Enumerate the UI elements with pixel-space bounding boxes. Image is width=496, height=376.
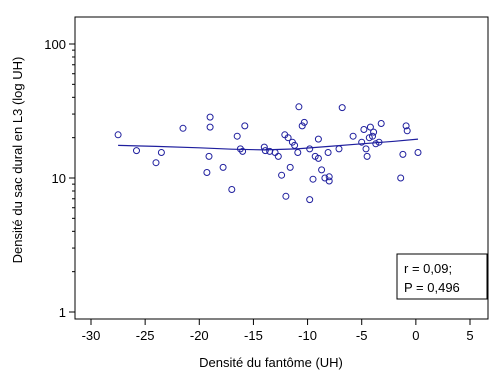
data-point bbox=[314, 135, 322, 143]
data-point bbox=[205, 152, 213, 160]
data-point bbox=[219, 163, 227, 171]
y-tick-label: 10 bbox=[52, 171, 66, 186]
data-point bbox=[306, 145, 314, 153]
data-point bbox=[399, 150, 407, 158]
data-point bbox=[203, 169, 211, 176]
x-tick-label: -25 bbox=[136, 328, 155, 343]
data-point bbox=[363, 152, 371, 160]
data-point bbox=[260, 143, 268, 151]
data-point bbox=[349, 132, 357, 140]
data-point bbox=[366, 123, 374, 131]
x-tick-label: -20 bbox=[190, 328, 209, 343]
data-point bbox=[403, 127, 411, 135]
data-point bbox=[274, 152, 282, 160]
y-axis-label: Densité du sac dural en L3 (log UH) bbox=[10, 57, 25, 264]
data-point bbox=[286, 163, 294, 171]
data-point bbox=[179, 124, 187, 132]
data-point bbox=[324, 149, 332, 156]
data-point bbox=[325, 173, 333, 181]
data-point bbox=[325, 177, 333, 185]
data-point bbox=[206, 123, 214, 131]
plot-frame bbox=[74, 16, 489, 320]
data-point bbox=[414, 149, 422, 156]
stats-box-border bbox=[396, 253, 488, 300]
data-point bbox=[291, 141, 299, 149]
data-point bbox=[314, 154, 322, 162]
data-point bbox=[241, 122, 249, 130]
data-point bbox=[300, 118, 308, 126]
data-point bbox=[152, 159, 160, 167]
data-point bbox=[370, 128, 378, 136]
x-tick-label: -5 bbox=[356, 328, 368, 343]
data-point bbox=[233, 132, 241, 140]
data-point bbox=[298, 122, 306, 130]
data-point bbox=[284, 134, 292, 142]
data-point bbox=[335, 145, 343, 153]
x-tick-label: -15 bbox=[244, 328, 263, 343]
data-point bbox=[306, 196, 314, 204]
data-point bbox=[362, 145, 370, 153]
stat-p-text: P = 0,496 bbox=[404, 280, 460, 295]
data-point bbox=[397, 174, 405, 182]
data-point bbox=[133, 147, 140, 155]
data-point bbox=[294, 149, 302, 156]
data-point bbox=[369, 132, 376, 140]
data-point bbox=[360, 126, 368, 133]
data-point bbox=[261, 147, 269, 155]
data-point bbox=[318, 166, 326, 174]
data-point bbox=[309, 175, 317, 183]
fit-curve-group bbox=[118, 138, 419, 151]
data-point bbox=[239, 147, 247, 155]
x-tick-label: 5 bbox=[466, 328, 473, 343]
data-point bbox=[375, 138, 383, 146]
data-point bbox=[295, 103, 303, 111]
data-point bbox=[282, 192, 290, 200]
y-tick-label: 1 bbox=[59, 305, 66, 320]
axes: -30 -25 -20 -15 -10 -5 0 5 1 10 100 bbox=[44, 37, 473, 343]
data-point bbox=[206, 113, 214, 121]
plot-area bbox=[74, 16, 489, 320]
data-point bbox=[402, 122, 410, 130]
data-point bbox=[377, 120, 385, 127]
stat-r-text: r = 0,09; bbox=[404, 261, 452, 276]
data-points bbox=[114, 103, 422, 204]
x-tick-label: -30 bbox=[82, 328, 101, 343]
data-point bbox=[358, 138, 366, 146]
x-tick-label: -10 bbox=[298, 328, 317, 343]
data-point bbox=[278, 171, 286, 179]
stats-box: r = 0,09; P = 0,496 bbox=[396, 253, 488, 300]
x-tick-label: 0 bbox=[412, 328, 419, 343]
data-point bbox=[365, 134, 373, 142]
x-axis-label: Densité du fantôme (UH) bbox=[199, 355, 343, 370]
y-tick-label: 100 bbox=[44, 37, 66, 52]
fit-line bbox=[118, 138, 419, 151]
data-point bbox=[114, 131, 122, 139]
data-point bbox=[157, 149, 165, 156]
data-point bbox=[338, 104, 346, 112]
data-point bbox=[228, 186, 236, 193]
